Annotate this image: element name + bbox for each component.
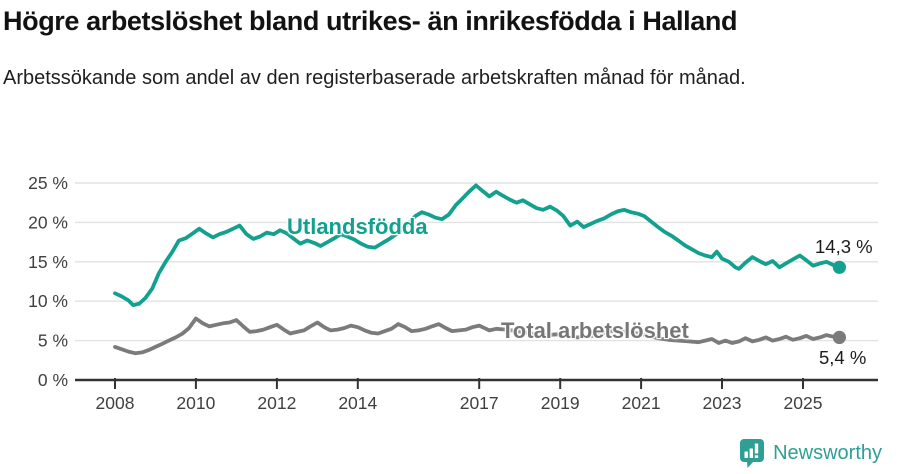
y-tick-label: 20 % xyxy=(28,212,68,232)
y-tick-label: 0 % xyxy=(38,370,68,390)
x-tick-label: 2012 xyxy=(257,393,296,413)
y-tick-label: 15 % xyxy=(28,252,68,272)
newsworthy-brand[interactable]: Newsworthy xyxy=(739,438,882,469)
end-value-total: 5,4 % xyxy=(819,347,867,368)
series-line-1 xyxy=(113,316,842,356)
x-tick-label: 2017 xyxy=(460,393,499,413)
page-title: Högre arbetslöshet bland utrikes- än inr… xyxy=(3,6,738,36)
series-label-total-arbetsloshet: Total arbetslöshet xyxy=(501,318,689,343)
y-tick-label: 25 % xyxy=(28,173,68,193)
series-label-utlandsfodda: Utlandsfödda xyxy=(287,214,428,239)
newsworthy-logo-icon xyxy=(740,439,765,468)
x-tick-label: 2014 xyxy=(338,393,377,413)
x-tick-label: 2021 xyxy=(622,393,661,413)
end-value-utlandsfodda: 14,3 % xyxy=(815,236,873,257)
x-tick-label: 2010 xyxy=(176,393,215,413)
y-tick-label: 5 % xyxy=(38,331,68,351)
series-end-dot-0 xyxy=(832,260,847,274)
x-tick-label: 2019 xyxy=(541,393,580,413)
series-line-0 xyxy=(113,183,842,308)
newsworthy-brand-text: Newsworthy xyxy=(773,442,882,464)
series-end-dot-1 xyxy=(832,330,847,344)
x-tick-label: 2025 xyxy=(784,393,823,413)
x-tick-label: 2023 xyxy=(703,393,742,413)
chart-subtitle: Arbetssökande som andel av den registerb… xyxy=(3,67,746,89)
x-tick-label: 2008 xyxy=(96,393,135,413)
y-tick-label: 10 % xyxy=(28,291,68,311)
